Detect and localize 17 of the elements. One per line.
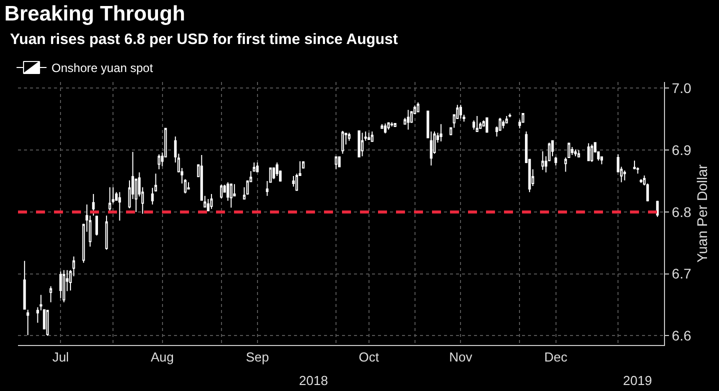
legend-label: Onshore yuan spot [52, 61, 154, 76]
text: 2018 [299, 373, 328, 388]
x-tick-label: Nov [449, 350, 473, 365]
chart-title: Breaking Through [4, 2, 186, 26]
x-tick-label: Jul [52, 350, 70, 365]
x-tick-label: Dec [544, 350, 568, 365]
y-axis-title: Yuan Per Dollar [694, 164, 710, 263]
y-tick-label: 7.0 [672, 80, 692, 96]
y-tick-label: 6.8 [672, 204, 692, 220]
x-tick-label: Oct [358, 350, 380, 365]
y-tick-label: 6.9 [672, 142, 692, 158]
chart-subtitle: Yuan rises past 6.8 per USD for first time since August [10, 31, 398, 48]
x-tick-label: Aug [150, 350, 174, 365]
y-tick-label: 6.6 [672, 328, 692, 344]
y-tick-label: 6.7 [672, 266, 692, 282]
text: 2019 [623, 373, 652, 388]
x-tick-label: Sep [246, 350, 269, 365]
